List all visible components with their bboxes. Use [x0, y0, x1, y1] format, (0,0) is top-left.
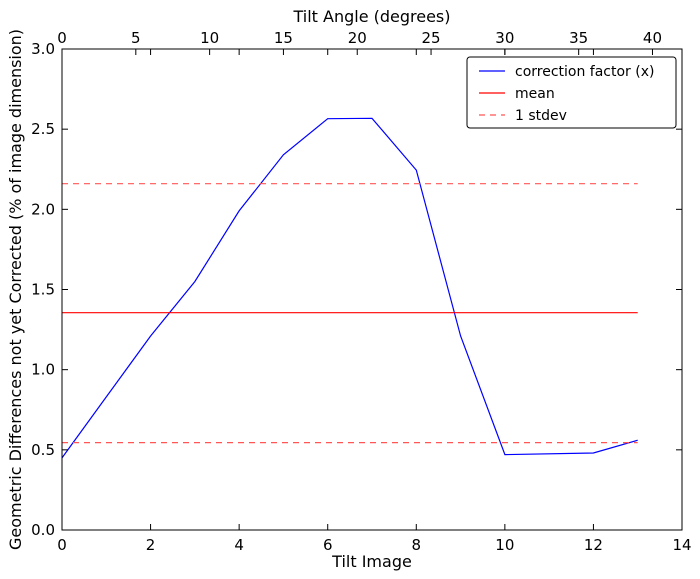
x2-tick-label: 15 [274, 29, 293, 47]
x-tick-label: 4 [234, 536, 244, 554]
x2-tick-label: 25 [422, 29, 441, 47]
x2-tick-label: 20 [348, 29, 367, 47]
series-line-0 [61, 117, 638, 459]
x-tick-label: 12 [584, 536, 603, 554]
legend: correction factor (x) mean 1 stdev [466, 56, 677, 129]
x-tick-label: 0 [57, 536, 67, 554]
legend-label: correction factor (x) [515, 64, 654, 80]
x-tick-label: 10 [495, 536, 514, 554]
x-tick-label: 6 [323, 536, 333, 554]
legend-label: 1 stdev [515, 108, 567, 124]
legend-label: mean [515, 86, 555, 102]
y-tick-label: 2.5 [31, 120, 55, 138]
x-axis-label: Tilt Image [331, 552, 412, 571]
y-tick-label: 0.0 [31, 521, 55, 539]
ticks-group: 0 2 4 6 8 10 12 14 0 5 10 15 20 25 30 35 40 0.0 0.5 1.0 1.5 2… [31, 29, 691, 554]
x2-tick-label: 10 [200, 29, 219, 47]
y-tick-label: 0.5 [31, 441, 55, 459]
series-group [61, 117, 638, 459]
top-x-axis-label: Tilt Angle (degrees) [292, 7, 450, 26]
y-axis-label: Geometric Differences not yet Corrected … [6, 29, 25, 550]
x2-tick-label: 40 [643, 29, 662, 47]
y-tick-label: 3.0 [31, 40, 55, 58]
y-tick-label: 1.0 [31, 361, 55, 379]
legend-box [466, 56, 677, 129]
y-tick-label: 2.0 [31, 200, 55, 218]
x-tick-label: 2 [146, 536, 156, 554]
y-tick-label: 1.5 [31, 281, 55, 299]
x-tick-label: 14 [672, 536, 691, 554]
x2-tick-label: 0 [57, 29, 67, 47]
x2-tick-label: 30 [495, 29, 514, 47]
x-tick-label: 8 [412, 536, 422, 554]
x2-tick-label: 35 [569, 29, 588, 47]
x2-tick-label: 5 [131, 29, 141, 47]
